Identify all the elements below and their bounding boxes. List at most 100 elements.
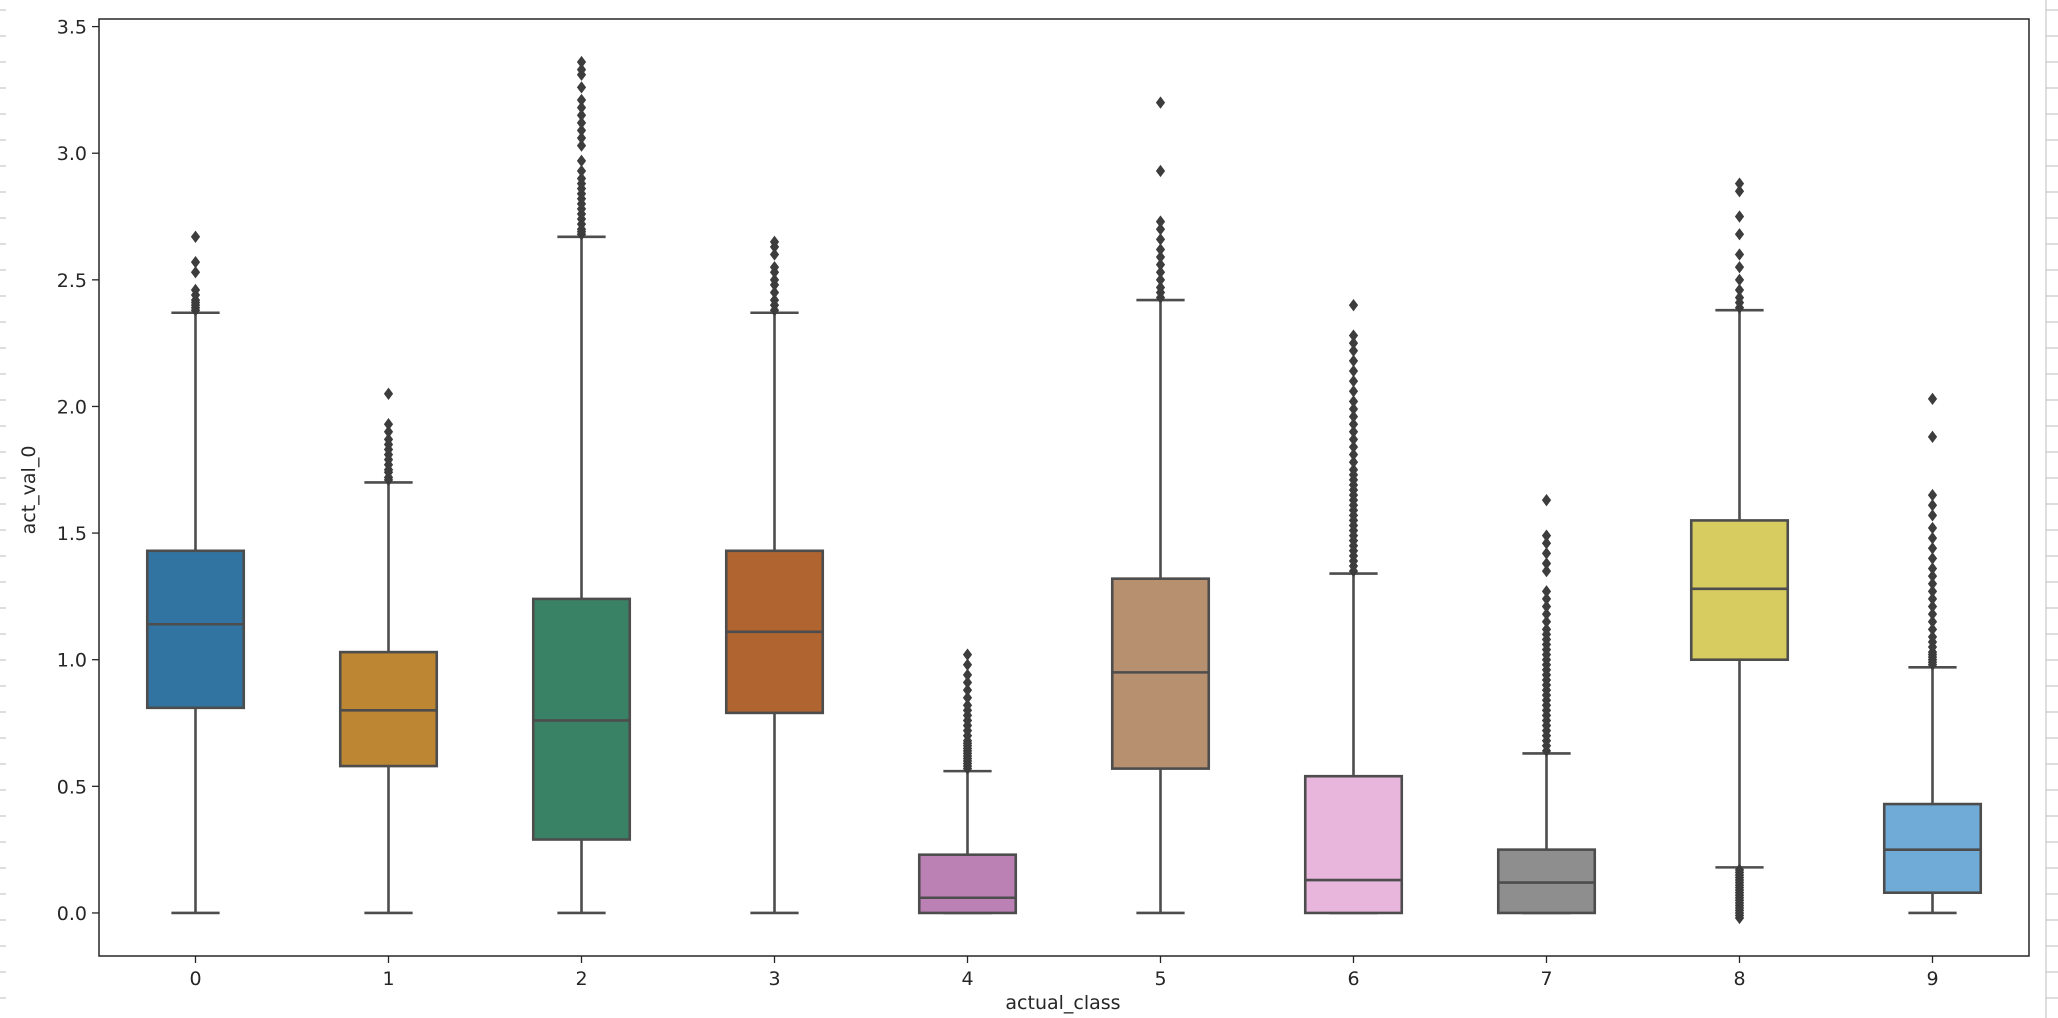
outlier-point (1927, 630, 1938, 644)
y-tick-label: 0.0 (57, 903, 87, 925)
y-tick-label: 2.5 (57, 270, 87, 292)
outlier-point (576, 93, 587, 107)
box-4 (917, 648, 1018, 915)
outlier-point (1541, 564, 1552, 578)
outlier-point (1348, 456, 1359, 469)
outlier-point (1348, 463, 1359, 476)
x-tick-label: 6 (1347, 968, 1359, 990)
outlier-point (190, 230, 201, 243)
outlier-point (576, 109, 587, 122)
x-tick-label: 8 (1733, 968, 1745, 990)
outlier-point (769, 248, 780, 261)
outlier-point (1927, 585, 1938, 598)
box-8 (1689, 177, 1790, 925)
outlier-point (1541, 615, 1552, 628)
outlier-point (190, 283, 201, 297)
outlier-point (1541, 623, 1552, 636)
outlier-point (1348, 336, 1359, 350)
outlier-point (383, 418, 394, 431)
outlier-point (962, 691, 973, 704)
outlier-point (1541, 592, 1552, 606)
outlier-point (1348, 440, 1359, 454)
outlier-point (1927, 592, 1938, 606)
box-6 (1303, 298, 1404, 915)
outlier-point (383, 387, 394, 400)
outlier-point (1155, 258, 1166, 271)
outlier-point (576, 101, 587, 114)
outlier-point (962, 658, 973, 671)
x-tick-label: 0 (189, 968, 201, 990)
outlier-point (1734, 863, 1745, 877)
box-1 (338, 387, 439, 915)
outlier-point (576, 154, 587, 167)
y-axis-ticks: 0.0 0.5 1.0 1.5 2.0 2.5 3.0 3.5 (57, 17, 99, 925)
outlier-point (1927, 392, 1938, 406)
outlier-point (1155, 233, 1166, 246)
iqr-box (917, 853, 1018, 915)
outlier-point (1927, 430, 1938, 444)
outlier-point (1927, 623, 1938, 636)
outlier-point (1927, 577, 1938, 590)
outlier-point (1155, 250, 1166, 264)
outlier-point (962, 683, 973, 697)
outlier-point (1348, 418, 1359, 431)
outlier-point (383, 425, 394, 438)
outlier-point (1155, 96, 1166, 109)
outlier-point (1541, 557, 1552, 570)
outlier-point (1348, 364, 1359, 378)
outlier-point (190, 255, 201, 269)
outlier-point (1927, 562, 1938, 575)
outlier-point (1348, 448, 1359, 461)
outlier-point (962, 668, 973, 682)
y-tick-label: 0.5 (57, 776, 87, 798)
outlier-point (962, 648, 973, 661)
outlier-point (1348, 354, 1359, 368)
outlier-point (1155, 243, 1166, 256)
outlier-point (1541, 607, 1552, 621)
outlier-point (1348, 329, 1359, 342)
x-tick-label: 2 (575, 968, 587, 990)
outlier-point (1734, 248, 1745, 261)
outlier-point (1348, 298, 1359, 312)
outlier-point (576, 172, 587, 185)
outlier-point (769, 286, 780, 299)
x-tick-label: 3 (768, 968, 780, 990)
outlier-point (1541, 600, 1552, 613)
outlier-point (1734, 291, 1745, 304)
x-tick-label: 5 (1154, 968, 1166, 990)
outlier-point (1541, 493, 1552, 507)
outlier-point (1734, 177, 1745, 190)
x-tick-label: 4 (961, 968, 973, 990)
box-3 (724, 235, 825, 915)
outlier-point (1734, 185, 1745, 198)
outlier-point (1734, 210, 1745, 223)
box-series (145, 55, 1983, 925)
box-9 (1882, 392, 1983, 915)
box-5 (1110, 96, 1211, 915)
outlier-point (1348, 374, 1359, 388)
outlier-point (769, 235, 780, 249)
outlier-point (1734, 261, 1745, 274)
outlier-point (1155, 266, 1166, 279)
outlier-point (383, 433, 394, 446)
outlier-point (1927, 488, 1938, 502)
outlier-point (1541, 585, 1552, 598)
outlier-point (1927, 509, 1938, 522)
outlier-point (576, 116, 587, 129)
x-axis-label: actual_class (1005, 992, 1120, 1014)
outlier-point (576, 131, 587, 145)
outlier-point (1734, 273, 1745, 287)
plot-area-frame (98, 18, 2030, 957)
outlier-point (1348, 344, 1359, 357)
y-tick-label: 2.0 (57, 396, 87, 418)
outlier-point (1155, 164, 1166, 178)
outlier-point (1927, 552, 1938, 565)
outlier-point (1927, 607, 1938, 621)
outlier-point (1348, 410, 1359, 423)
outlier-point (1734, 228, 1745, 241)
outlier-point (1927, 499, 1938, 512)
outlier-point (1927, 615, 1938, 628)
outlier-point (1541, 547, 1552, 560)
outlier-point (1348, 433, 1359, 446)
